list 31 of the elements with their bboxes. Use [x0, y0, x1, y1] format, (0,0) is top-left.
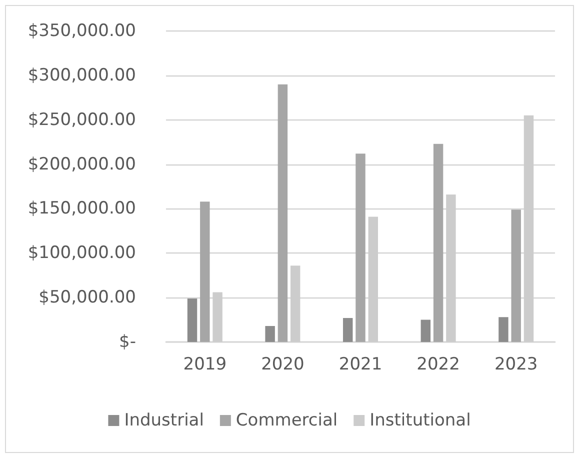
- bar: [368, 216, 378, 342]
- y-tick-label: $250,000.00: [28, 110, 136, 130]
- legend-label: Industrial: [124, 410, 204, 430]
- y-tick-label: $350,000.00: [28, 21, 136, 41]
- x-tick-label: 2019: [183, 354, 227, 374]
- bar: [356, 154, 366, 342]
- y-tick-label: $100,000.00: [28, 243, 136, 264]
- bar: [446, 194, 456, 342]
- bar: [200, 202, 210, 342]
- x-tick-label: 2023: [494, 354, 538, 374]
- bar: [511, 210, 521, 342]
- bar: [524, 115, 534, 342]
- y-tick-label: $50,000.00: [38, 288, 136, 308]
- x-tick-label: 2022: [416, 354, 460, 374]
- y-tick-label: $200,000.00: [28, 154, 136, 174]
- y-tick-label: $300,000.00: [28, 65, 136, 86]
- y-tick-label: $150,000.00: [28, 198, 136, 219]
- x-tick-label: 2020: [261, 354, 304, 374]
- x-tick-label: 2021: [338, 354, 382, 374]
- legend-label: Commercial: [236, 410, 338, 430]
- y-tick-label: $-: [119, 332, 136, 352]
- bar: [187, 298, 198, 342]
- bar: [212, 292, 222, 342]
- legend-label: Institutional: [370, 410, 471, 430]
- bar: [290, 266, 300, 342]
- bar: [498, 317, 508, 342]
- bar: [265, 326, 275, 342]
- bar: [420, 320, 431, 342]
- bar: [433, 144, 444, 342]
- bar: [342, 318, 353, 342]
- bar: [278, 84, 288, 342]
